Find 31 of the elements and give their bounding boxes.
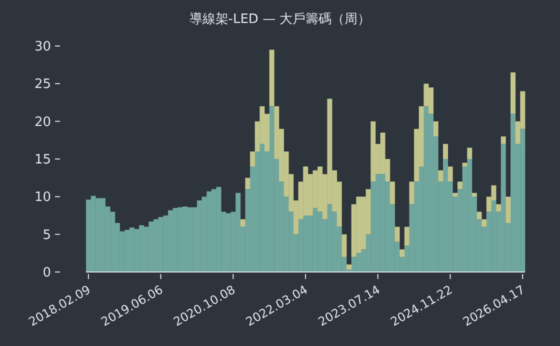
bar xyxy=(245,178,250,190)
bar xyxy=(390,182,395,204)
bar xyxy=(394,226,400,242)
bar xyxy=(240,219,246,227)
y-tick-label: 30 xyxy=(34,40,51,54)
bar xyxy=(500,136,506,144)
bar xyxy=(457,182,462,190)
bar xyxy=(346,264,352,270)
chart-title: 導線架-LED — 大戶籌碼（周） xyxy=(188,11,372,28)
bar xyxy=(433,121,438,136)
y-tick-label: 10 xyxy=(34,190,51,206)
bar xyxy=(342,234,347,257)
bar xyxy=(442,144,448,159)
bar xyxy=(250,151,256,167)
bar xyxy=(506,196,511,224)
bar xyxy=(472,192,477,197)
y-tick-label: 0 xyxy=(42,266,51,280)
bar xyxy=(409,182,414,204)
bar xyxy=(462,162,468,167)
bar xyxy=(400,249,405,257)
y-tick-label: 25 xyxy=(34,77,51,92)
bar xyxy=(438,170,444,182)
y-tick-label: 15 xyxy=(34,152,51,168)
bar xyxy=(496,204,502,212)
bar xyxy=(510,72,516,114)
y-tick-label: 20 xyxy=(34,114,51,130)
y-tick-label: 5 xyxy=(42,228,51,243)
bar xyxy=(467,148,472,159)
bar xyxy=(448,166,453,182)
bar xyxy=(404,226,410,246)
bar xyxy=(452,192,458,197)
